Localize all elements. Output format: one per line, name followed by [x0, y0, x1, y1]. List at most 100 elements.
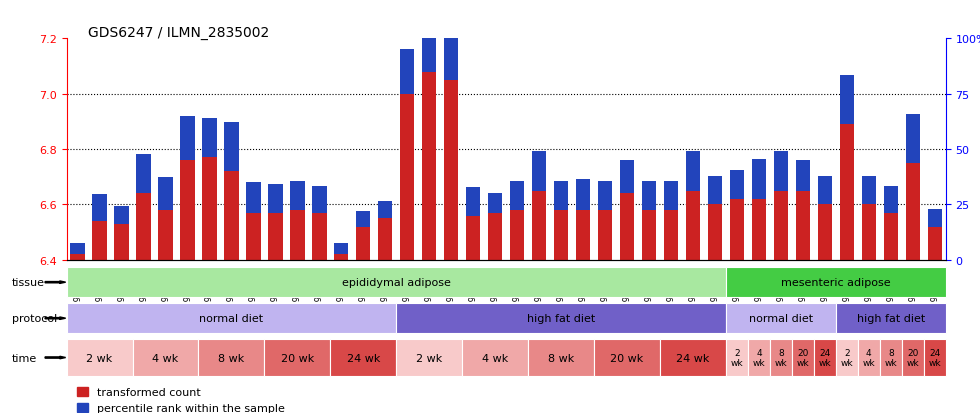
Text: high fat diet: high fat diet: [527, 313, 595, 323]
Bar: [927, 227, 942, 260]
Bar: [902, 339, 924, 376]
Bar: [880, 339, 902, 376]
Text: 8
wk: 8 wk: [884, 348, 897, 367]
Text: protocol: protocol: [12, 313, 57, 323]
Bar: [884, 187, 898, 213]
Bar: [67, 267, 726, 298]
Bar: [224, 172, 238, 260]
Bar: [730, 199, 744, 260]
Bar: [770, 339, 792, 376]
Bar: [400, 95, 415, 260]
Bar: [836, 303, 946, 334]
Bar: [290, 211, 305, 260]
Bar: [422, 0, 436, 72]
Bar: [396, 339, 463, 376]
Bar: [199, 339, 265, 376]
Bar: [906, 164, 920, 260]
Bar: [752, 160, 766, 199]
Bar: [726, 303, 836, 334]
Bar: [858, 339, 880, 376]
Text: 8 wk: 8 wk: [548, 353, 574, 363]
Text: 20
wk: 20 wk: [797, 348, 809, 367]
Bar: [136, 154, 151, 194]
Bar: [466, 216, 480, 260]
Bar: [796, 160, 810, 191]
Text: tissue: tissue: [12, 278, 45, 287]
Text: GDS6247 / ILMN_2835002: GDS6247 / ILMN_2835002: [88, 26, 270, 40]
Bar: [663, 182, 678, 211]
Bar: [813, 339, 836, 376]
Text: 4
wk: 4 wk: [753, 348, 765, 367]
Bar: [726, 267, 946, 298]
Bar: [774, 191, 788, 260]
Bar: [510, 182, 524, 211]
Bar: [313, 187, 326, 213]
Bar: [642, 182, 657, 211]
Bar: [924, 339, 946, 376]
Bar: [642, 211, 657, 260]
Text: 2
wk: 2 wk: [841, 348, 854, 367]
Bar: [528, 339, 594, 376]
Text: 4 wk: 4 wk: [153, 353, 178, 363]
Text: 20 wk: 20 wk: [611, 353, 644, 363]
Bar: [774, 152, 788, 191]
Text: 4
wk: 4 wk: [862, 348, 875, 367]
Bar: [840, 125, 854, 260]
Bar: [330, 339, 396, 376]
Bar: [290, 182, 305, 211]
Bar: [313, 213, 326, 260]
Bar: [92, 195, 107, 221]
Bar: [792, 339, 813, 376]
Bar: [180, 116, 195, 161]
Bar: [796, 191, 810, 260]
Bar: [400, 50, 415, 95]
Bar: [752, 199, 766, 260]
Text: time: time: [12, 353, 37, 363]
Text: 8
wk: 8 wk: [774, 348, 787, 367]
Bar: [730, 171, 744, 199]
Bar: [378, 219, 392, 260]
Bar: [246, 182, 261, 213]
Text: 24
wk: 24 wk: [818, 348, 831, 367]
Text: 20
wk: 20 wk: [906, 348, 919, 367]
Text: 24 wk: 24 wk: [347, 353, 380, 363]
Bar: [67, 339, 132, 376]
Bar: [576, 180, 590, 211]
Bar: [884, 213, 898, 260]
Bar: [136, 194, 151, 260]
Text: 24
wk: 24 wk: [928, 348, 941, 367]
Bar: [817, 176, 832, 205]
Bar: [532, 152, 546, 191]
Bar: [463, 339, 528, 376]
Text: high fat diet: high fat diet: [857, 313, 925, 323]
Bar: [115, 224, 128, 260]
Bar: [840, 76, 854, 125]
Text: 24 wk: 24 wk: [676, 353, 710, 363]
Bar: [594, 339, 660, 376]
Bar: [180, 161, 195, 260]
Bar: [132, 339, 199, 376]
Bar: [576, 211, 590, 260]
Text: 2 wk: 2 wk: [86, 353, 113, 363]
Bar: [510, 211, 524, 260]
Bar: [334, 255, 349, 260]
Bar: [202, 118, 217, 158]
Bar: [817, 205, 832, 260]
Bar: [620, 194, 634, 260]
Bar: [861, 205, 876, 260]
Bar: [726, 339, 748, 376]
Bar: [927, 209, 942, 227]
Bar: [620, 161, 634, 194]
Bar: [269, 185, 282, 213]
Bar: [444, 81, 459, 260]
Bar: [224, 123, 238, 172]
Bar: [159, 177, 172, 211]
Text: normal diet: normal diet: [199, 313, 264, 323]
Text: normal diet: normal diet: [749, 313, 813, 323]
Bar: [708, 176, 722, 205]
Bar: [269, 213, 282, 260]
Bar: [488, 193, 503, 213]
Bar: [554, 182, 568, 211]
Bar: [202, 158, 217, 260]
Bar: [488, 213, 503, 260]
